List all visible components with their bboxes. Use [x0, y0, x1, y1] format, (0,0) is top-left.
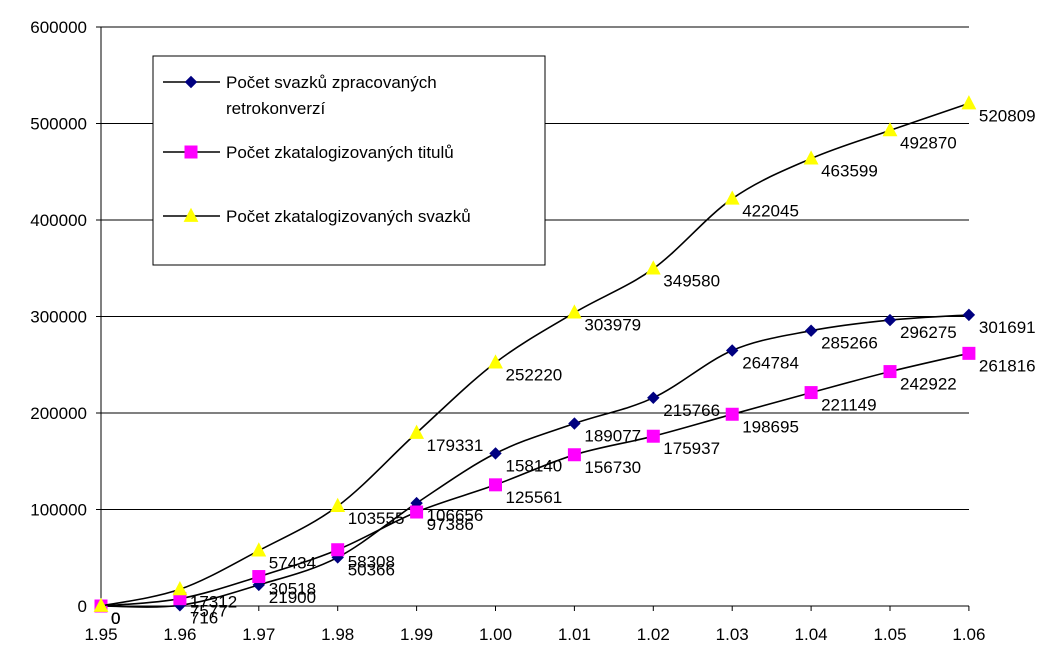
data-label-volumes: 57434: [269, 554, 316, 573]
legend-label-retro: Počet svazků zpracovaných: [226, 73, 437, 92]
data-label-volumes: 179331: [427, 436, 484, 455]
data-label-titles: 0: [111, 609, 120, 628]
data-label-titles: 261816: [979, 356, 1036, 375]
data-label-volumes: 349580: [663, 272, 720, 291]
legend-label-titles: Počet zkatalogizovaných titulů: [226, 143, 454, 162]
marker-volumes: [803, 150, 819, 165]
legend-label-volumes: Počet zkatalogizovaných svazků: [226, 207, 471, 226]
marker-titles: [725, 407, 739, 421]
marker-volumes: [330, 497, 346, 512]
data-label-retro: 296275: [900, 323, 957, 342]
legend-label-retro: retrokonverzí: [226, 99, 325, 118]
marker-retro: [568, 417, 581, 430]
data-label-titles: 221149: [821, 396, 876, 415]
marker-volumes: [251, 542, 267, 557]
data-label-retro: 189077: [584, 427, 641, 446]
y-tick-label: 600000: [30, 18, 87, 37]
marker-titles: [804, 386, 818, 400]
legend-marker-titles: [184, 145, 198, 159]
y-tick-label: 400000: [30, 211, 87, 230]
data-label-retro: 106656: [427, 506, 484, 525]
marker-retro: [647, 391, 660, 404]
y-tick-label: 0: [78, 597, 87, 616]
legend-box: [152, 55, 546, 266]
data-label-titles: 242922: [900, 375, 957, 394]
data-label-titles: 7577: [190, 602, 228, 621]
x-tick-label: 1.99: [400, 625, 433, 644]
data-label-retro: 158140: [506, 456, 563, 475]
series-line-titles: [100, 352, 970, 607]
data-label-titles: 97386: [427, 515, 474, 534]
data-label-titles: 30518: [269, 580, 316, 599]
data-label-titles: 125561: [506, 488, 563, 507]
y-tick-label: 300000: [30, 308, 87, 327]
data-label-volumes: 303979: [584, 316, 641, 335]
data-label-retro: 215766: [663, 401, 720, 420]
data-label-volumes: 492870: [900, 133, 957, 152]
data-label-retro: 301691: [979, 318, 1036, 337]
y-tick-label: 200000: [30, 404, 87, 423]
x-axis-ticks: 1.95 1.96 1.97 1.98 1.99 1.00 1.01 1.02 1.03 1.04…: [84, 606, 985, 644]
x-tick-label: 1.04: [795, 625, 828, 644]
marker-retro: [962, 308, 976, 322]
x-tick-label: 1.00: [479, 625, 512, 644]
x-tick-label: 1.98: [321, 625, 354, 644]
data-label-volumes: 463599: [821, 162, 878, 181]
data-label-retro: 50366: [348, 560, 395, 579]
data-label-volumes: 0: [111, 609, 120, 628]
legend-marker-retro: [184, 75, 198, 89]
data-label-volumes: 422045: [742, 202, 799, 221]
data-label-retro: 0: [111, 609, 120, 628]
x-tick-label: 1.95: [84, 625, 117, 644]
x-tick-label: 1.01: [558, 625, 591, 644]
data-label-retro: 716: [190, 608, 218, 627]
x-tick-label: 1.02: [637, 625, 670, 644]
data-label-volumes: 17312: [190, 592, 237, 611]
marker-titles: [252, 570, 266, 584]
y-axis-ticks: 0 100000 200000 300000 400000 500000 600000: [30, 18, 101, 616]
marker-volumes: [882, 122, 898, 137]
data-label-volumes: 252220: [506, 366, 563, 385]
marker-titles: [567, 448, 581, 462]
legend: Počet svazků zpracovaných retrokonverzí Po…: [152, 55, 546, 266]
marker-volumes: [566, 304, 582, 319]
data-label-retro: 264784: [742, 353, 799, 372]
x-tick-label: 1.06: [952, 625, 985, 644]
marker-retro: [883, 313, 897, 327]
data-labels: 0 716 21900 50366 106656 158140 189077 215766 26…: [111, 106, 1036, 628]
marker-titles: [489, 478, 502, 492]
y-tick-label: 100000: [30, 501, 87, 520]
data-label-volumes: 520809: [979, 106, 1036, 125]
marker-titles: [410, 505, 424, 519]
marker-volumes: [409, 424, 425, 439]
series-group: [93, 95, 977, 613]
data-label-retro: 21900: [269, 588, 316, 607]
marker-titles: [331, 543, 345, 557]
marker-volumes: [93, 597, 109, 612]
marker-titles: [883, 365, 897, 379]
marker-volumes: [172, 581, 188, 596]
marker-volumes: [724, 190, 740, 205]
marker-volumes: [961, 95, 977, 110]
x-tick-label: 1.05: [873, 625, 906, 644]
x-tick-label: 1.96: [163, 625, 196, 644]
legend-marker-volumes: [183, 207, 199, 222]
x-tick-label: 1.03: [716, 625, 749, 644]
data-label-retro: 285266: [821, 334, 878, 353]
marker-retro: [804, 324, 818, 337]
data-label-titles: 58308: [348, 553, 395, 572]
marker-titles: [646, 429, 660, 443]
marker-retro: [489, 447, 502, 460]
data-label-titles: 175937: [663, 439, 720, 458]
y-tick-label: 500000: [30, 115, 87, 134]
marker-volumes: [488, 354, 503, 369]
marker-titles: [962, 346, 976, 360]
data-label-volumes: 103555: [348, 509, 405, 528]
x-tick-label: 1.97: [242, 625, 275, 644]
data-label-titles: 156730: [584, 458, 641, 477]
marker-retro: [725, 344, 739, 357]
data-label-titles: 198695: [742, 417, 799, 436]
marker-volumes: [645, 260, 661, 275]
